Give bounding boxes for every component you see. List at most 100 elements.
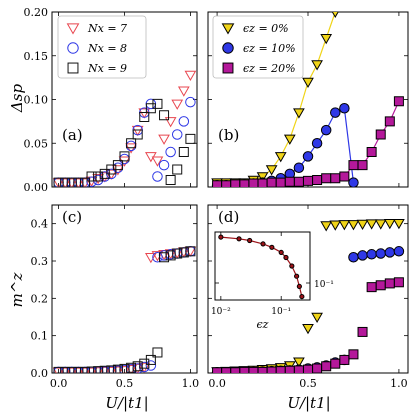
- data-point: [348, 177, 359, 187]
- legend: Nx = 7 Nx = 8 Nx = 9: [57, 15, 147, 79]
- y-tick-label: 10⁻¹: [314, 280, 334, 290]
- legend-label: ϵz = 0%: [243, 22, 289, 35]
- data-point: [299, 294, 305, 300]
- x-tick-label: 10⁻¹: [271, 307, 291, 317]
- axes-frame: [51, 204, 198, 374]
- data-point: [339, 171, 350, 182]
- panel-label-c: (c): [62, 208, 82, 226]
- data-point: [284, 365, 295, 373]
- data-point: [266, 366, 277, 373]
- data-point: [289, 263, 295, 269]
- data-point: [132, 361, 143, 372]
- data-point: [236, 236, 242, 242]
- data-point: [172, 164, 183, 175]
- data-point: [164, 117, 177, 128]
- plot-area: [211, 12, 404, 187]
- panel-label-b: (b): [218, 126, 239, 144]
- data-point: [257, 366, 268, 373]
- data-point: [53, 366, 64, 373]
- data-point: [384, 116, 395, 127]
- data-point: [320, 124, 332, 136]
- y-tick-label: 0.2: [31, 292, 49, 305]
- data-point: [260, 241, 266, 247]
- data-point: [60, 366, 71, 373]
- data-point: [296, 283, 302, 289]
- y-tick-label: 0.0: [31, 367, 49, 380]
- data-point: [283, 254, 289, 261]
- data-point: [348, 252, 359, 263]
- data-point: [321, 361, 332, 372]
- data-point: [66, 366, 77, 373]
- data-point: [283, 134, 296, 145]
- data-point: [152, 347, 163, 358]
- data-point: [330, 358, 341, 369]
- plot-area: [211, 219, 405, 373]
- data-point: [320, 221, 333, 232]
- data-point: [126, 138, 137, 149]
- data-point: [348, 160, 359, 171]
- data-point: [230, 179, 241, 187]
- x-tick-label: 0.5: [299, 377, 317, 390]
- data-point: [177, 86, 190, 97]
- data-point: [159, 110, 170, 121]
- data-point: [293, 162, 305, 173]
- data-point: [178, 247, 189, 258]
- series-2: [212, 96, 404, 187]
- data-point: [357, 250, 368, 261]
- data-point: [93, 171, 104, 182]
- x-tick-label: 0.0: [50, 377, 68, 390]
- data-point: [269, 244, 275, 250]
- plot-area: [52, 70, 197, 187]
- panel-c: 0.0 0.5 1.0 0.0 0.1 0.2 0.3 0.4 (c): [31, 204, 199, 390]
- series-2: [53, 98, 196, 187]
- legend-marker: [67, 42, 79, 54]
- inset-x-label: ϵz: [257, 318, 269, 331]
- data-point: [311, 138, 323, 149]
- data-point: [158, 134, 170, 145]
- data-point: [339, 103, 350, 114]
- data-point: [171, 99, 184, 110]
- data-point: [152, 98, 163, 109]
- data-point: [158, 159, 170, 171]
- data-point: [86, 176, 97, 187]
- data-point: [185, 246, 196, 257]
- data-point: [357, 326, 368, 337]
- data-point: [278, 249, 284, 255]
- legend-label: ϵz = 10%: [243, 42, 296, 55]
- data-point: [339, 354, 350, 365]
- data-point: [218, 234, 224, 240]
- data-point: [139, 358, 150, 369]
- data-point: [66, 177, 77, 187]
- series-line: [217, 101, 400, 186]
- data-point: [119, 363, 130, 373]
- x-tick-label: 0.5: [116, 377, 134, 390]
- panel-b: (b): [207, 11, 409, 188]
- data-point: [266, 177, 277, 187]
- data-point: [119, 151, 130, 162]
- y-tick-label: 0.4: [31, 218, 49, 231]
- data-point: [73, 366, 84, 373]
- series-2: [212, 277, 404, 373]
- data-point: [284, 176, 295, 187]
- y-tick-label: 0.00: [24, 181, 49, 194]
- data-point: [393, 96, 404, 107]
- data-point: [112, 364, 123, 373]
- panel-label-a: (a): [62, 126, 83, 144]
- data-point: [99, 365, 110, 373]
- legend-label: Nx = 9: [87, 62, 127, 75]
- data-point: [393, 277, 404, 288]
- data-point: [365, 219, 378, 230]
- data-point: [357, 160, 368, 171]
- y-tick-label: 0.1: [31, 330, 49, 343]
- data-point: [366, 282, 377, 293]
- data-point: [303, 175, 313, 186]
- data-point: [184, 70, 197, 82]
- data-point: [302, 151, 314, 162]
- data-point: [212, 180, 223, 187]
- data-point: [265, 165, 278, 176]
- data-point: [239, 366, 250, 373]
- panel-a: 0.00 0.05 0.10 0.15 0.20 (a): [24, 6, 198, 194]
- legend-marker: [222, 62, 234, 74]
- data-point: [383, 219, 396, 230]
